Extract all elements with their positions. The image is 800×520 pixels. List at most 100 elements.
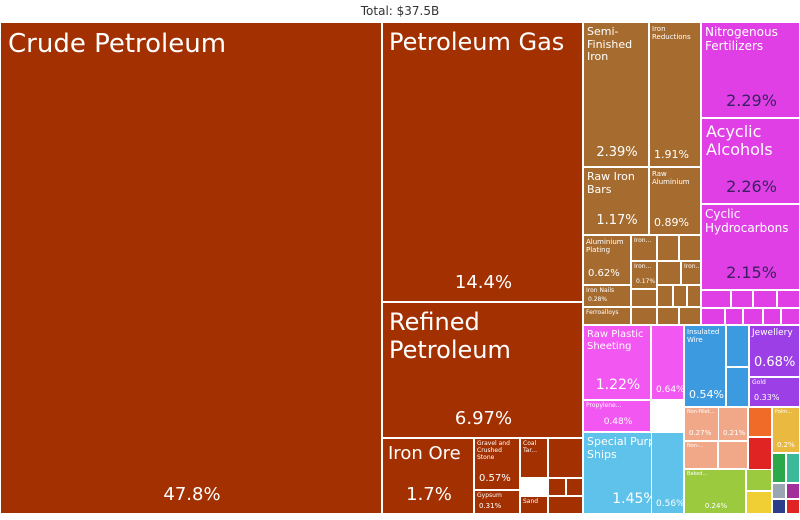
tile-filler-29[interactable] [746, 491, 772, 514]
tile-16[interactable]: Iron Nails 0.28% [583, 285, 631, 307]
tile-label: Baked... [687, 471, 708, 477]
tile-label: Raw Plastic Sheeting [587, 329, 644, 352]
tile-label: Iron Reductions [652, 25, 691, 42]
tile-share: 2.39% [596, 145, 638, 160]
tile-share: 0.28% [588, 296, 608, 303]
tile-filler-4[interactable] [657, 285, 673, 307]
tile-20[interactable]: Cyclic Hydrocarbons 2.15% [701, 204, 800, 290]
tile-filler-16[interactable] [743, 308, 763, 325]
tile-filler-19[interactable] [726, 325, 749, 367]
tile-share: 47.8% [163, 484, 221, 505]
tile-10[interactable]: Raw Iron Bars 1.17% [583, 167, 649, 235]
tile-share: 0.62% [588, 268, 620, 279]
tile-5[interactable]: Coal Tar... [520, 438, 548, 478]
tile-share: 0.21% [723, 429, 746, 437]
tile-filler-21[interactable] [548, 438, 583, 478]
tile-8[interactable]: Semi-Finished Iron 2.39% [583, 22, 649, 167]
tile-0[interactable]: Crude Petroleum 47.8% [0, 22, 382, 514]
tile-filler-12[interactable] [753, 290, 777, 308]
tile-17[interactable]: Ferroalloys [583, 307, 631, 325]
tile-19[interactable]: Acyclic Alcohols 2.26% [701, 118, 800, 204]
tile-label: Semi-Finished Iron [587, 25, 633, 64]
tile-share: 2.15% [726, 263, 777, 282]
tile-13[interactable]: Iron... [631, 235, 657, 261]
tile-label: Raw Iron Bars [587, 170, 635, 196]
tile-share: 0.17% [636, 278, 656, 285]
tile-share: 0.33% [754, 393, 780, 402]
tile-share: 0.89% [654, 216, 689, 229]
tile-11[interactable]: Raw Aluminium 0.89% [649, 167, 701, 235]
tile-filler-10[interactable] [701, 290, 731, 308]
tile-25[interactable]: Jewellery 0.68% [749, 325, 800, 377]
tile-9[interactable]: Iron Reductions 1.91% [649, 22, 701, 167]
tile-share: 0.2% [777, 441, 795, 449]
tile-filler-11[interactable] [731, 290, 753, 308]
tile-filler-33[interactable] [786, 483, 800, 499]
tile-filler-13[interactable] [777, 290, 800, 308]
tile-label: Aluminium Plating [586, 238, 624, 255]
tile-filler-26[interactable] [748, 407, 772, 437]
tile-23[interactable]: Propylene... 0.48% [583, 400, 651, 432]
tile-6[interactable]: Gypsum 0.31% [474, 490, 520, 514]
tile-filler-6[interactable] [687, 285, 701, 307]
tile-filler-17[interactable] [763, 308, 781, 325]
tile-32[interactable]: Baked... 0.24% [684, 469, 746, 514]
tile-4[interactable]: Gravel and Crushed Stone 0.57% [474, 438, 520, 490]
tile-filler-0[interactable] [657, 235, 679, 261]
tile-share: 1.22% [595, 377, 641, 393]
tile-2[interactable]: Refined Petroleum 6.97% [382, 302, 583, 438]
tile-filler-3[interactable] [631, 289, 657, 307]
tile-filler-22[interactable] [548, 478, 566, 496]
tile-label: Gold [752, 379, 766, 386]
tile-filler-32[interactable] [772, 483, 786, 499]
tile-26[interactable]: Gold 0.33% [749, 377, 800, 407]
tile-label: Ferroalloys [586, 309, 619, 316]
tile-label: Gypsum [477, 492, 502, 499]
tile-18[interactable]: Nitrogenous Fertilizers 2.29% [701, 22, 800, 118]
tile-30[interactable]: 0.21% [718, 407, 748, 441]
tile-31[interactable]: Non-... [684, 441, 718, 469]
tile-filler-23[interactable] [566, 478, 583, 496]
tile-label: Cyclic Hydrocarbons [705, 207, 789, 235]
tile-14[interactable]: Iron... 0.17% [631, 261, 657, 289]
tile-label: Iron... [634, 237, 652, 244]
tile-filler-2[interactable] [657, 261, 681, 285]
tile-filler-35[interactable] [786, 499, 800, 514]
tile-filler-1[interactable] [679, 235, 701, 261]
tile-share: 2.26% [726, 177, 777, 196]
tile-21[interactable]: Raw Plastic Sheeting 1.22% [583, 325, 651, 400]
tile-label: Refined Petroleum [389, 308, 511, 364]
tile-filler-20[interactable] [726, 367, 749, 407]
tile-filler-30[interactable] [772, 453, 786, 483]
tile-filler-24[interactable] [548, 496, 583, 514]
tile-filler-25[interactable] [718, 441, 748, 469]
tile-filler-5[interactable] [673, 285, 687, 307]
tile-filler-9[interactable] [679, 307, 701, 325]
chart-title: Total: $37.5B [360, 4, 440, 18]
tile-28[interactable]: 0.56% [651, 432, 684, 514]
tile-filler-8[interactable] [657, 307, 679, 325]
tile-33[interactable]: Polm... 0.2% [772, 407, 800, 453]
tile-filler-14[interactable] [701, 308, 725, 325]
tile-filler-18[interactable] [781, 308, 800, 325]
tile-7[interactable]: Sand [520, 496, 548, 514]
tile-3[interactable]: Iron Ore 1.7% [382, 438, 474, 514]
tile-1[interactable]: Petroleum Gas 14.4% [382, 22, 583, 302]
tile-filler-7[interactable] [631, 307, 657, 325]
tile-12[interactable]: Aluminium Plating 0.62% [583, 235, 631, 285]
tile-filler-34[interactable] [772, 499, 786, 514]
tile-filler-31[interactable] [786, 453, 800, 483]
tile-22[interactable]: 0.64% [651, 325, 684, 400]
tile-filler-27[interactable] [748, 437, 772, 471]
tile-label: Crude Petroleum [8, 29, 227, 59]
tile-share: 1.45% [612, 491, 657, 507]
tile-24[interactable]: Insulated Wire 0.54% [684, 325, 726, 407]
tile-15[interactable]: Iron... [681, 261, 701, 285]
tile-filler-15[interactable] [725, 308, 743, 325]
tile-share: 14.4% [454, 272, 513, 293]
tile-share: 0.24% [704, 502, 728, 510]
tile-share: 0.31% [479, 502, 502, 510]
tile-filler-28[interactable] [746, 469, 772, 491]
tile-label: Gravel and Crushed Stone [477, 440, 510, 461]
tile-share: 0.48% [603, 417, 633, 427]
